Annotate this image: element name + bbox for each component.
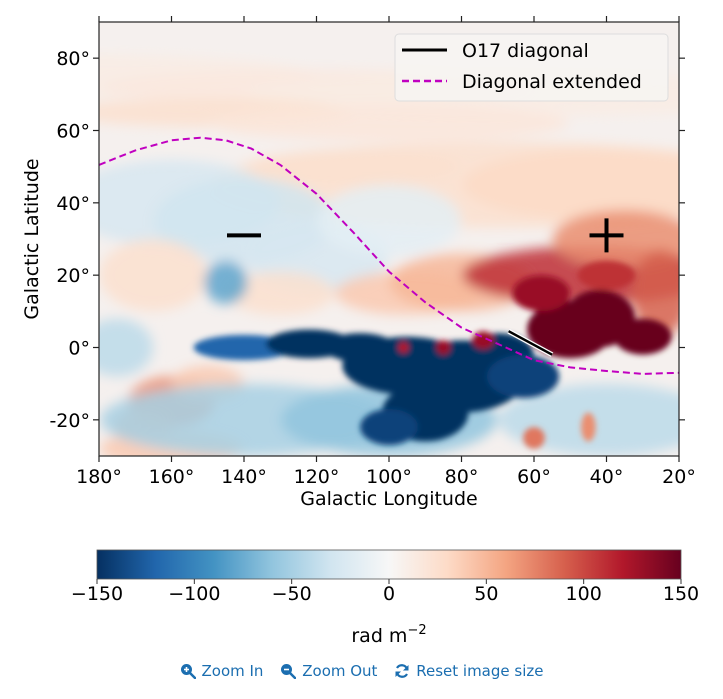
colorbar-tick-label: −100 [168,583,220,605]
zoom-in-button[interactable]: Zoom In [180,662,264,680]
rm-region [581,412,596,442]
rm-region [209,105,569,142]
rm-region [462,148,679,221]
legend: O17 diagonal Diagonal extended [394,33,669,102]
rm-region [99,318,154,377]
x-axis-label: Galactic Longitude [300,488,477,510]
y-axis-label: Galactic Latitude [21,158,43,319]
x-tick-label: 80° [445,466,479,488]
rm-region [436,340,451,355]
colorbar-gradient [96,549,682,580]
legend-label-o17: O17 diagonal [462,40,589,62]
rm-region [512,275,571,312]
colorbar-tick-label: 150 [663,583,699,605]
colorbar-label: rad m−2 [351,623,426,647]
zoom-out-button[interactable]: Zoom Out [280,662,377,680]
colorbar-tick-label: 0 [383,583,395,605]
y-tick-label: 60° [56,121,90,143]
rm-region [360,409,418,446]
zoom-out-label: Zoom Out [302,662,378,680]
legend-label-extended: Diagonal extended [462,71,642,93]
rm-region [487,354,560,399]
y-tick-label: -20° [49,410,90,432]
y-tick-label: 20° [56,265,90,287]
rm-region [613,318,672,355]
zoom-out-icon [281,664,297,679]
y-tick-label: 40° [56,193,90,215]
rm-region [523,427,545,449]
rm-region [398,342,409,353]
rm-region [632,250,679,337]
x-tick-label: 140° [221,466,267,488]
colorbar: −150 −100 −50 0 50 100 150 rad m−2 [71,549,699,647]
x-tick-label: 20° [662,466,696,488]
y-tick-label: 80° [56,48,90,70]
x-tick-label: 100° [366,466,412,488]
rm-region [204,260,248,304]
reset-size-button[interactable]: Reset image size [394,662,543,680]
colorbar-tick-label: 50 [474,583,498,605]
refresh-icon [395,664,409,678]
figure: 180° 160° 140° 120° 100° 80° 60° 40° 20° 80° 60° 4… [21,16,699,647]
reset-size-label: Reset image size [416,662,544,680]
colorbar-tick-label: 100 [566,583,602,605]
y-tick-label: 0° [68,338,90,360]
rm-region [577,260,636,290]
x-tick-label: 40° [590,466,624,488]
zoom-in-label: Zoom In [201,662,264,680]
colorbar-tick-label: −50 [272,583,312,605]
x-tick-label: 160° [149,466,195,488]
x-tick-label: 120° [294,466,340,488]
o17-diagonal-line [508,330,553,356]
x-tick-label: 60° [517,466,551,488]
image-toolbar: Zoom In Zoom Out Reset image size [0,662,723,683]
colorbar-tick-label: −150 [71,583,123,605]
legend-box [394,33,669,102]
rm-region [226,271,335,315]
rm-region [317,184,461,257]
rm-region [552,210,679,268]
zoom-in-icon [180,664,196,679]
rm-region [99,239,208,312]
x-tick-label: 180° [76,466,122,488]
diagonal-extended-line [99,136,679,375]
